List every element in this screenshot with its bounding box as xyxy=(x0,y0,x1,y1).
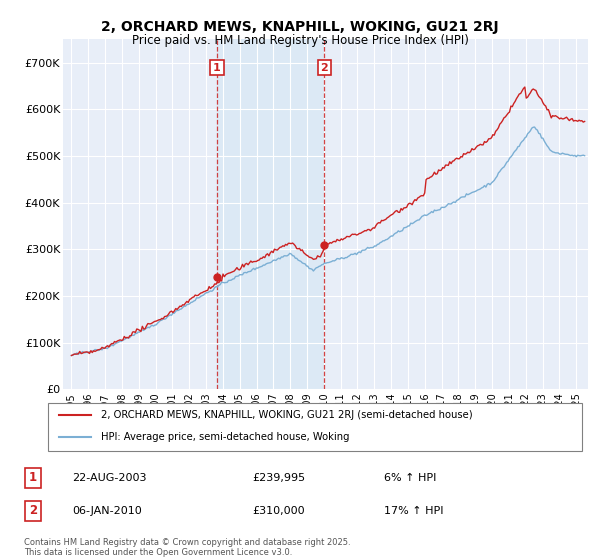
Text: 2: 2 xyxy=(29,504,37,517)
Text: 17% ↑ HPI: 17% ↑ HPI xyxy=(384,506,443,516)
Text: Contains HM Land Registry data © Crown copyright and database right 2025.
This d: Contains HM Land Registry data © Crown c… xyxy=(24,538,350,557)
Text: £310,000: £310,000 xyxy=(252,506,305,516)
Text: 06-JAN-2010: 06-JAN-2010 xyxy=(72,506,142,516)
Text: 2: 2 xyxy=(320,63,328,73)
Text: 22-AUG-2003: 22-AUG-2003 xyxy=(72,473,146,483)
Text: £239,995: £239,995 xyxy=(252,473,305,483)
Text: 2, ORCHARD MEWS, KNAPHILL, WOKING, GU21 2RJ (semi-detached house): 2, ORCHARD MEWS, KNAPHILL, WOKING, GU21 … xyxy=(101,410,473,420)
Text: Price paid vs. HM Land Registry's House Price Index (HPI): Price paid vs. HM Land Registry's House … xyxy=(131,34,469,46)
FancyBboxPatch shape xyxy=(48,403,582,451)
Text: HPI: Average price, semi-detached house, Woking: HPI: Average price, semi-detached house,… xyxy=(101,432,350,442)
Text: 1: 1 xyxy=(29,471,37,484)
Text: 2, ORCHARD MEWS, KNAPHILL, WOKING, GU21 2RJ: 2, ORCHARD MEWS, KNAPHILL, WOKING, GU21 … xyxy=(101,20,499,34)
Bar xyxy=(217,39,324,389)
Text: 6% ↑ HPI: 6% ↑ HPI xyxy=(384,473,436,483)
Text: 1: 1 xyxy=(213,63,221,73)
